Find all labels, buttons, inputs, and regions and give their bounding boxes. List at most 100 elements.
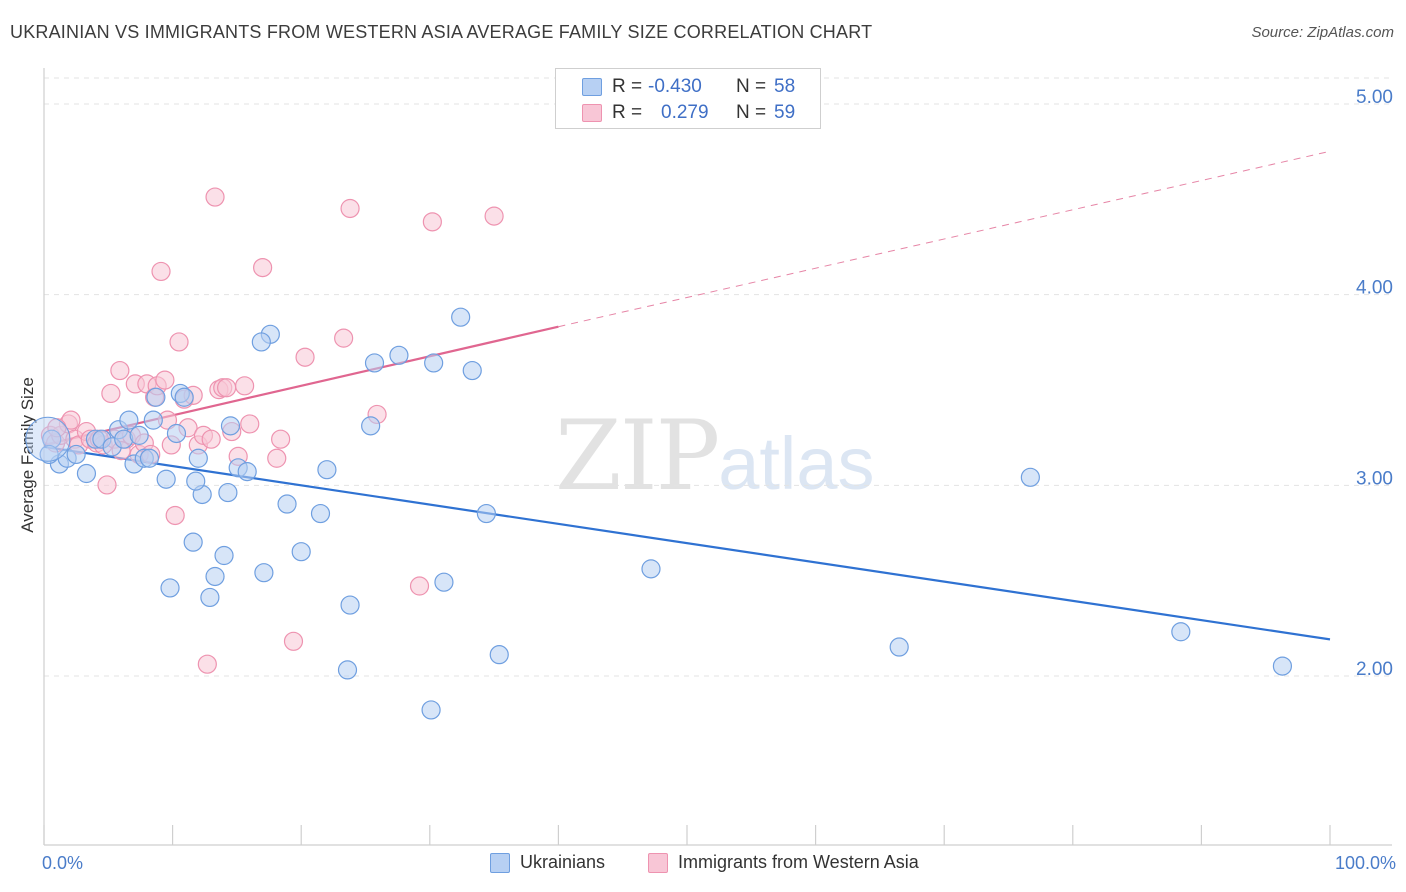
ukrainians-point xyxy=(340,595,360,615)
tick-labels: 2.00 3.00 4.00 5.00 0.0% 100.0% xyxy=(42,87,1396,873)
legend-n-value: 59 xyxy=(774,102,796,123)
watermark-zip: ZIP xyxy=(555,400,720,512)
y-tick-label: 3.00 xyxy=(1356,468,1393,489)
ukrainians-point xyxy=(277,494,297,514)
ukrainians-point xyxy=(237,462,257,482)
ukrainians-point xyxy=(220,416,241,436)
ukrainians-point xyxy=(310,503,331,524)
western-asia-point xyxy=(110,360,130,381)
western-asia-point xyxy=(283,631,304,651)
ukrainians-point xyxy=(1272,656,1293,676)
ukrainians-point xyxy=(451,307,471,327)
western-asia-point xyxy=(197,654,217,674)
western-asia-point xyxy=(101,383,121,404)
ukrainians-point xyxy=(889,637,909,657)
legend-r-value: -0.430 xyxy=(648,76,702,97)
ukrainians-point xyxy=(129,425,149,445)
ukrainians-point xyxy=(186,471,206,491)
legend-label-western-asia: Immigrants from Western Asia xyxy=(678,852,919,872)
western-asia-point xyxy=(169,332,189,352)
ukrainians-point xyxy=(424,353,444,373)
ukrainians-point xyxy=(251,332,271,352)
legend-swatch-pink xyxy=(648,853,668,873)
legend-swatch-blue xyxy=(582,78,602,96)
ukrainians-point xyxy=(218,482,238,503)
watermark-atlas: atlas xyxy=(718,422,875,505)
western-asia-point xyxy=(334,328,354,348)
western-asia-point xyxy=(340,198,360,219)
ukrainians-point xyxy=(174,387,194,407)
western-asia-point xyxy=(409,576,430,596)
y-tick-label: 4.00 xyxy=(1356,278,1393,299)
western-asia-point xyxy=(295,347,315,367)
ukrainians-point xyxy=(160,578,180,598)
legend-row-western-asia: R = 0.279 N = 59 xyxy=(556,100,820,126)
western-asia-point xyxy=(422,212,442,232)
ukrainians-point xyxy=(1171,622,1191,642)
ukrainians-point xyxy=(166,423,187,444)
ukrainians-point xyxy=(66,444,86,465)
western-asia-trend-extension xyxy=(558,150,1331,328)
western-asia-point xyxy=(165,505,185,526)
watermark: ZIPatlas xyxy=(555,400,875,512)
series-legend: Ukrainians Immigrants from Western Asia xyxy=(0,852,1406,878)
ukrainians-point xyxy=(337,660,358,680)
ukrainians-point xyxy=(291,542,311,562)
western-asia-point xyxy=(267,448,287,468)
western-asia-point xyxy=(97,475,117,495)
legend-row-ukrainians: R = -0.430 N = 58 xyxy=(556,74,820,100)
ukrainians-point xyxy=(434,572,454,592)
ukrainians-cluster-point xyxy=(25,416,71,462)
data-points xyxy=(25,187,1293,720)
ukrainians-point xyxy=(139,448,160,468)
ukrainians-point xyxy=(641,559,661,579)
ukrainians-point xyxy=(214,545,234,566)
ukrainians-point xyxy=(489,645,509,665)
legend-n-label: N = xyxy=(736,76,767,97)
legend-n-label: N = xyxy=(736,102,767,123)
western-asia-point xyxy=(253,258,273,278)
ukrainians-point xyxy=(183,532,203,552)
ukrainians-point xyxy=(119,410,139,430)
legend-n-value: 58 xyxy=(774,76,796,97)
ukrainians-point xyxy=(200,587,220,608)
source-credit: Source: ZipAtlas.com xyxy=(1251,24,1394,41)
western-asia-point xyxy=(201,429,221,449)
western-asia-point xyxy=(151,261,171,282)
ukrainians-point xyxy=(361,416,381,436)
chart-title: UKRAINIAN VS IMMIGRANTS FROM WESTERN ASI… xyxy=(10,22,873,42)
western-asia-point xyxy=(235,376,255,396)
ukrainians-point xyxy=(254,563,274,583)
ukrainians-point xyxy=(143,410,163,430)
ukrainians-point xyxy=(188,448,208,468)
ukrainians-point xyxy=(146,387,166,407)
y-tick-label: 2.00 xyxy=(1356,659,1393,680)
ukrainians-point xyxy=(462,360,482,381)
x-tick-label: 0.0% xyxy=(42,853,83,873)
ukrainians-point xyxy=(1020,467,1040,487)
y-tick-label: 5.00 xyxy=(1356,87,1393,108)
ukrainians-point xyxy=(389,345,409,365)
trend-lines xyxy=(43,150,1331,641)
ukrainians-point xyxy=(76,463,97,484)
legend-r-value: 0.279 xyxy=(661,102,709,123)
legend-r-label: R = xyxy=(612,76,643,97)
western-asia-point xyxy=(217,378,237,398)
ukrainians-trend-line xyxy=(43,445,1331,641)
ukrainians-point xyxy=(205,566,225,587)
legend-label-ukrainians: Ukrainians xyxy=(520,852,606,872)
legend-swatch-blue xyxy=(490,853,510,873)
western-asia-point xyxy=(240,414,260,434)
ukrainians-point xyxy=(421,700,441,720)
correlation-legend: R = -0.430 N = 58 R = 0.279 N = 59 xyxy=(555,68,821,129)
ukrainians-point xyxy=(364,353,385,373)
ukrainians-point xyxy=(39,444,59,465)
ukrainians-point xyxy=(317,460,337,480)
western-asia-point xyxy=(271,429,291,449)
legend-r-label: R = xyxy=(612,102,643,123)
western-asia-point xyxy=(155,370,175,390)
western-asia-point xyxy=(205,187,225,207)
ukrainians-point xyxy=(476,503,496,524)
ukrainians-point xyxy=(156,469,176,489)
